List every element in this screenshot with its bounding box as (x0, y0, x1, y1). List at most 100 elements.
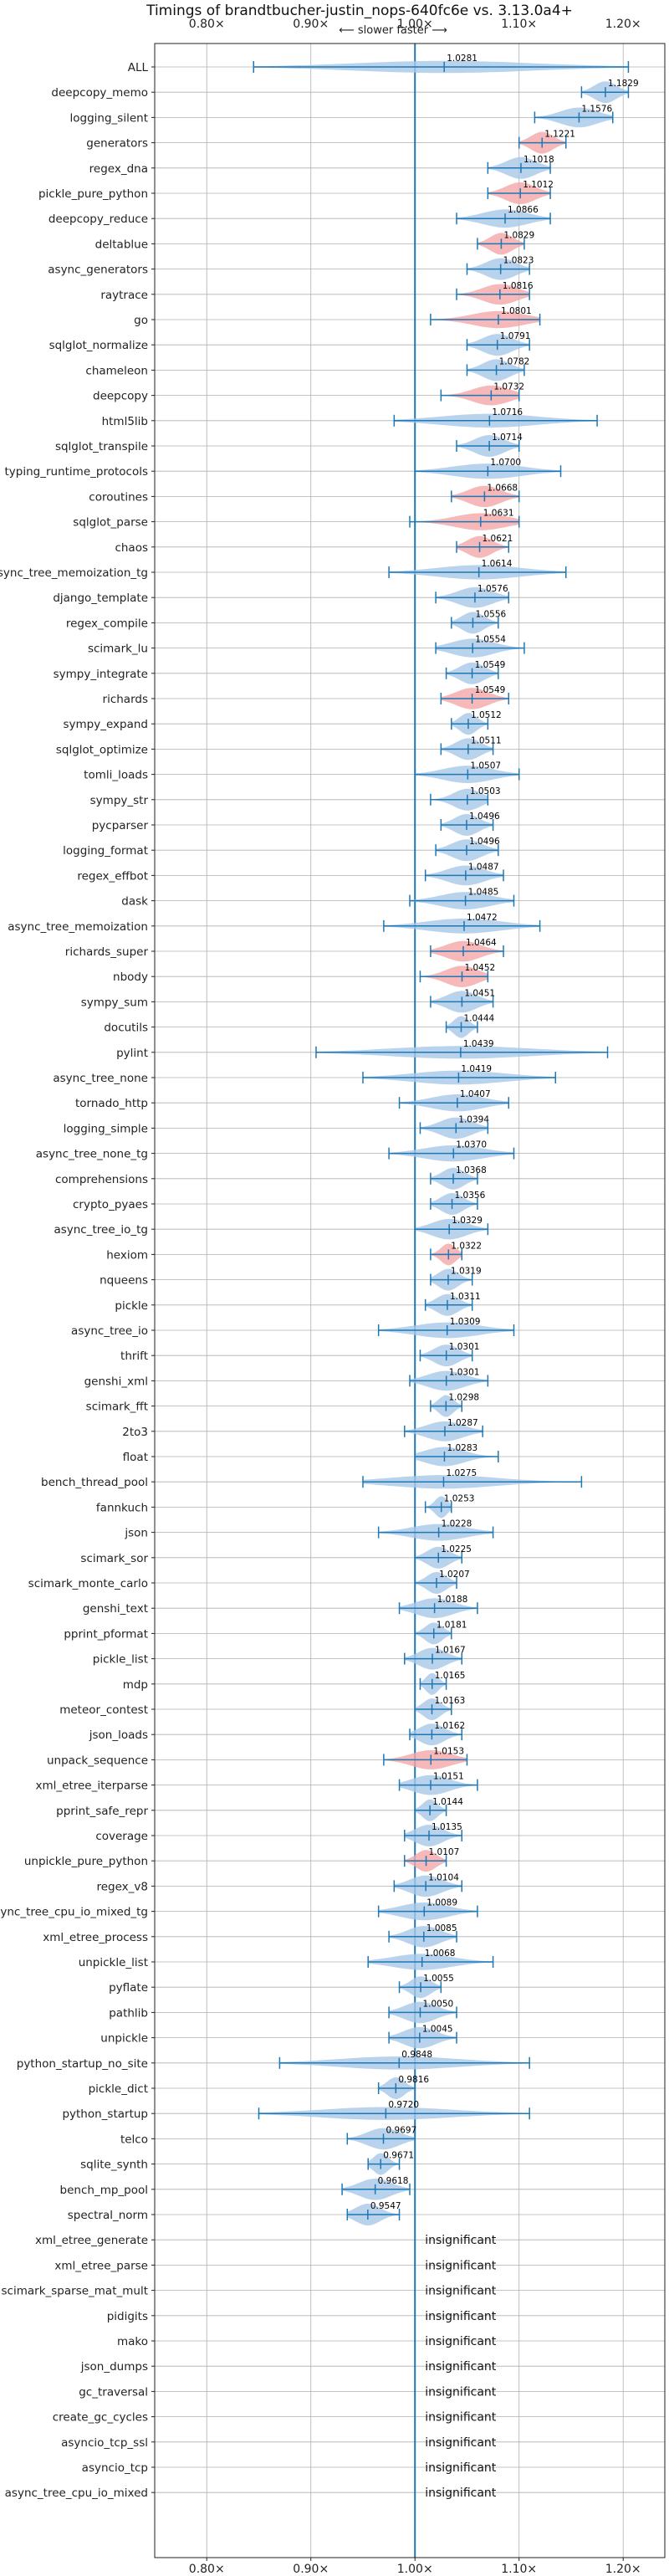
benchmark-label: logging_format (63, 844, 148, 858)
insignificant-label: insignificant (425, 2259, 497, 2272)
benchmark-label: unpack_sequence (47, 1754, 148, 1767)
value-label: 1.0135 (432, 1822, 462, 1832)
x-tick-label-top: 0.90× (293, 18, 329, 31)
benchmark-label: richards (103, 693, 148, 706)
value-label: 0.9816 (398, 2075, 429, 2085)
benchmark-label: scimark_lu (88, 643, 148, 656)
value-label: 1.0207 (439, 1570, 470, 1580)
value-label: 1.0866 (508, 205, 539, 215)
benchmark-label: gc_traversal (79, 2385, 148, 2399)
value-label: 1.0816 (503, 281, 534, 291)
value-label: 1.0050 (422, 1999, 453, 2009)
value-label: 1.0496 (469, 837, 500, 847)
benchmark-label: unpickle_list (79, 1956, 148, 1969)
x-tick-label-top: 1.20× (605, 18, 641, 31)
benchmark-label: async_tree_memoization_tg (0, 566, 148, 580)
benchmark-label: docutils (104, 1022, 148, 1035)
x-tick-label-bottom: 1.00× (397, 2563, 433, 2576)
benchmark-label: xml_etree_process (43, 1931, 148, 1944)
chart-subtitle: ⟵ slower faster ⟶ (339, 24, 447, 37)
benchmark-label: thrift (120, 1349, 148, 1363)
benchmark-label: crypto_pyaes (73, 1198, 148, 1211)
value-label: 1.0791 (500, 331, 531, 341)
benchmark-label: regex_v8 (96, 1880, 148, 1893)
value-label: 1.0163 (435, 1696, 466, 1706)
benchmark-label: 2to3 (122, 1426, 148, 1439)
benchmark-label: scimark_sparse_mat_mult (2, 2285, 148, 2298)
plot-frame (154, 43, 666, 2558)
value-label: 0.9697 (386, 2125, 417, 2135)
value-label: 1.0507 (470, 761, 501, 771)
value-label: 1.0631 (483, 509, 514, 519)
benchmark-label: async_tree_memoization (8, 920, 148, 934)
value-label: 1.0329 (452, 1216, 483, 1226)
benchmark-label: xml_etree_iterparse (36, 1780, 149, 1793)
benchmark-label: float (123, 1451, 148, 1464)
benchmark-label: async_tree_cpu_io_mixed (5, 2486, 148, 2500)
benchmark-label: sympy_integrate (54, 668, 148, 681)
benchmark-label: unpickle_pure_python (24, 1855, 148, 1868)
benchmark-label: richards_super (65, 945, 149, 959)
marks-layer (253, 60, 630, 2225)
benchmark-label: go (134, 314, 148, 327)
value-label: 1.0253 (444, 1493, 475, 1503)
x-tick-label-bottom: 1.10× (501, 2563, 537, 2576)
benchmark-label: scimark_fft (86, 1401, 148, 1414)
value-label: 1.0153 (433, 1746, 464, 1756)
x-tick-label-top: 0.80× (189, 18, 225, 31)
benchmark-label: sympy_str (90, 794, 149, 807)
benchmark-label: hexiom (106, 1248, 148, 1262)
benchmark-label: logging_simple (64, 1122, 148, 1135)
value-label: 1.0162 (434, 1721, 465, 1731)
benchmark-label: scimark_sor (80, 1552, 148, 1565)
benchmark-label: bench_mp_pool (60, 2184, 148, 2197)
value-label: 0.9618 (378, 2176, 409, 2186)
value-label: 1.0472 (467, 913, 498, 923)
x-tick-label-bottom: 0.80× (189, 2563, 225, 2576)
benchmark-label: pidigits (107, 2310, 148, 2323)
value-label: 0.9671 (383, 2151, 414, 2161)
benchmark-label: coverage (95, 1830, 148, 1843)
labels-layer: 0.80× 0.80× 0.90× 0.90× 1.00× 1.00× 1.10× 1.10×… (0, 18, 641, 2576)
value-label: 1.0668 (487, 483, 518, 493)
benchmark-label: async_generators (48, 264, 148, 277)
value-label: 1.0298 (448, 1393, 479, 1403)
benchmark-label: pprint_safe_repr (56, 1805, 148, 1818)
x-tick-label-top: 1.00× (397, 18, 433, 31)
benchmark-label: sympy_sum (81, 996, 148, 1009)
value-label: 1.0496 (469, 812, 500, 822)
x-tick-label-bottom: 0.90× (293, 2563, 329, 2576)
value-label: 1.0287 (447, 1418, 478, 1428)
benchmark-label: pickle (115, 1299, 148, 1313)
benchmark-label: bench_thread_pool (41, 1476, 148, 1489)
value-label: 1.0503 (470, 786, 501, 796)
benchmark-label: tornado_http (75, 1097, 148, 1110)
insignificant-label: insignificant (425, 2285, 497, 2298)
value-label: 1.0614 (482, 559, 513, 569)
value-label: 1.0144 (432, 1797, 463, 1807)
benchmark-label: sqlglot_normalize (49, 339, 148, 352)
value-label: 1.0554 (475, 635, 506, 645)
value-label: 1.0085 (426, 1923, 457, 1933)
benchmark-label: python_startup_no_site (17, 2057, 148, 2071)
benchmark-label: generators (86, 137, 148, 151)
benchmark-label: raytrace (100, 289, 148, 302)
benchmark-label: json_loads (89, 1728, 148, 1742)
value-label: 1.0714 (492, 433, 523, 443)
benchmark-label: pickle_pure_python (38, 187, 148, 201)
benchmark-label: sqlglot_transpile (55, 440, 148, 453)
value-label: 1.0801 (501, 306, 532, 316)
benchmark-label: deepcopy_memo (51, 86, 148, 100)
benchmark-label: async_tree_none (53, 1072, 148, 1085)
value-label: 1.0181 (437, 1620, 467, 1630)
value-label: 1.0301 (449, 1367, 480, 1377)
benchmark-label: pyflate (109, 1981, 148, 1995)
x-tick-label-bottom: 1.20× (605, 2563, 641, 2576)
value-label: 1.0452 (464, 963, 495, 973)
benchmark-label: sympy_expand (63, 718, 148, 731)
value-label: 0.9547 (370, 2201, 401, 2211)
benchmark-label: coroutines (89, 490, 148, 504)
benchmark-label: pprint_pformat (64, 1627, 148, 1641)
benchmark-label: meteor_contest (59, 1703, 148, 1717)
